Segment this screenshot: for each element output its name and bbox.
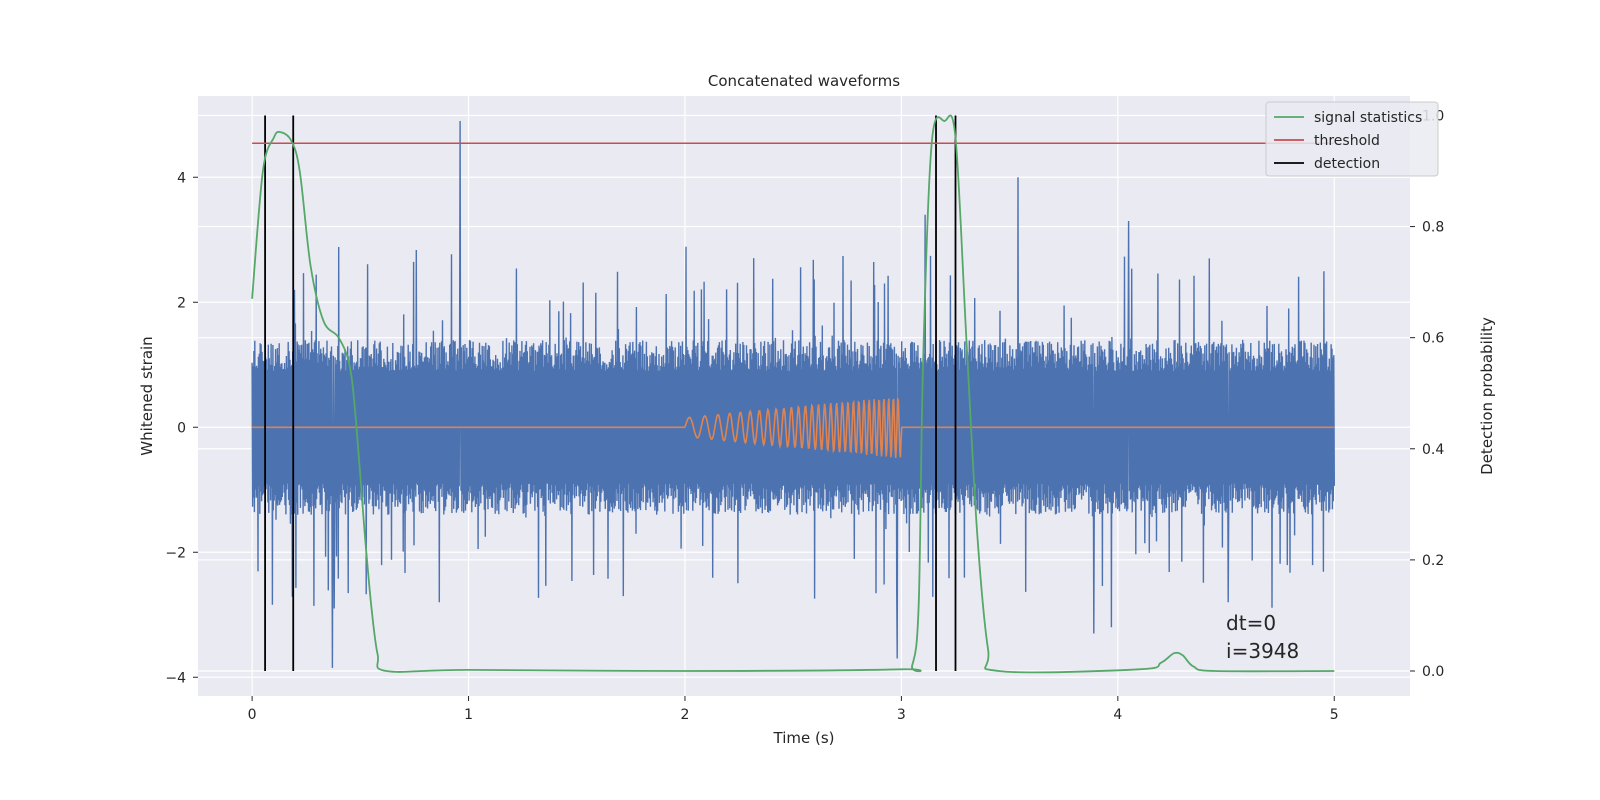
y2-tick-label: 0.8 [1422, 220, 1444, 236]
annotations: dt=0 i=3948 [1226, 611, 1299, 663]
x-axis-label: Time (s) [773, 729, 835, 747]
annotation-text: dt=0 [1226, 611, 1276, 635]
x-tick-label: 1 [464, 707, 473, 723]
series-layer [251, 114, 1335, 674]
y-tick-label: 0 [177, 420, 186, 436]
y-tick-label: 2 [177, 295, 186, 311]
y-tick-label: −2 [165, 545, 186, 561]
chart-title: Concatenated waveforms [708, 72, 900, 90]
annotation-text: i=3948 [1226, 639, 1299, 663]
legend-box [1265, 101, 1439, 177]
x-tick-label: 5 [1330, 707, 1339, 723]
x-tick-label: 3 [897, 707, 906, 723]
legend-detection-label: detection [1314, 156, 1380, 172]
y2-tick-label: 0.0 [1422, 664, 1444, 680]
injection-line [252, 398, 1335, 458]
x-tick-label: 0 [248, 707, 257, 723]
y2-tick-label: 0.6 [1422, 331, 1444, 347]
y-tick-label: −4 [165, 670, 186, 686]
x-tick-label: 4 [1113, 707, 1122, 723]
y-axis-label: Whitened strain [138, 336, 156, 455]
y2-axis-label: Detection probability [1478, 317, 1496, 475]
legend-threshold-label: threshold [1314, 133, 1380, 149]
y2-tick-label: 0.4 [1422, 442, 1444, 458]
signal-statistics-line [251, 114, 1335, 674]
y2-tick-label: 0.2 [1422, 553, 1444, 569]
x-tick-label: 2 [681, 707, 690, 723]
legend-signal-statistics-label: signal statistics [1314, 110, 1422, 126]
legend: signal statistics threshold detection [1265, 101, 1439, 177]
y-tick-label: 4 [177, 170, 186, 186]
